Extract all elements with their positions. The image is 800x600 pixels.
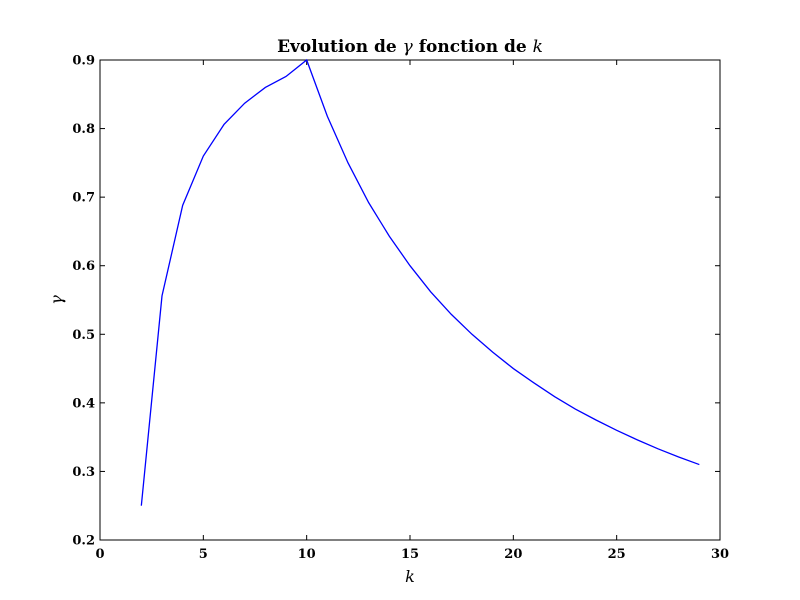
y-axis-label: γ — [47, 295, 66, 305]
x-tick-label: 25 — [608, 547, 626, 562]
plot-frame — [99, 59, 721, 541]
y-tick-label: 0.2 — [72, 534, 95, 549]
y-tick-label: 0.6 — [72, 259, 95, 274]
y-tick-label: 0.4 — [72, 396, 95, 411]
y-axis: 0.2 0.3 0.4 0.5 0.6 0.7 0.8 0.9 — [72, 54, 720, 549]
y-tick-label: 0.5 — [72, 328, 95, 343]
x-axis-label: k — [405, 567, 415, 586]
y-tick-label: 0.8 — [72, 122, 95, 137]
y-tick-label: 0.3 — [72, 465, 95, 480]
x-tick-label: 0 — [95, 547, 104, 562]
y-tick-label: 0.7 — [72, 191, 95, 206]
x-tick-label: 10 — [298, 547, 316, 562]
x-tick-label: 15 — [401, 547, 419, 562]
x-tick-label: 20 — [504, 547, 522, 562]
x-axis: 0 5 10 15 20 25 30 — [95, 60, 729, 562]
series-line — [140, 58, 700, 506]
y-tick-label: 0.9 — [72, 54, 95, 69]
x-tick-label: 30 — [711, 547, 729, 562]
chart-title: Evolution de γ fonction de k — [277, 37, 543, 57]
x-tick-label: 5 — [199, 547, 208, 562]
